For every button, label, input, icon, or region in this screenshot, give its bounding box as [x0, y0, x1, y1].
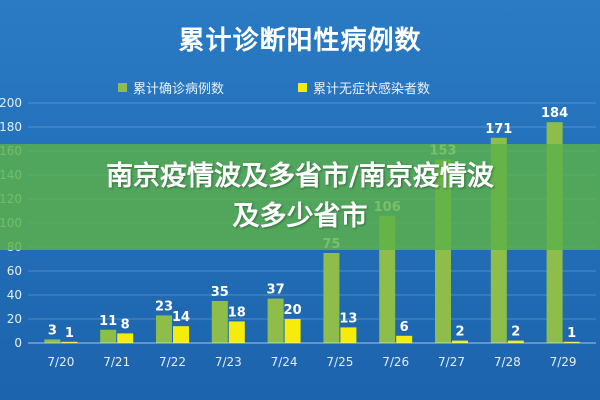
data-label-asymptomatic: 6 — [400, 320, 409, 335]
legend-item-asymptomatic: 累计无症状感染者数 — [298, 78, 430, 97]
bar-asymptomatic — [507, 340, 524, 343]
x-tick-label: 7/26 — [382, 355, 409, 369]
data-label-asymptomatic: 2 — [511, 325, 520, 340]
data-label-confirmed: 35 — [211, 285, 229, 300]
data-label-asymptomatic: 20 — [284, 303, 302, 318]
x-tick-label: 7/27 — [438, 355, 465, 369]
bar-confirmed — [44, 339, 61, 343]
overlay-banner: 南京疫情波及多省市/南京疫情波 及多少省市 — [0, 144, 600, 250]
y-tick-label: 0 — [14, 336, 22, 350]
data-label-asymptomatic: 2 — [455, 325, 464, 340]
bar-asymptomatic — [228, 321, 245, 343]
x-tick-label: 7/25 — [326, 355, 353, 369]
bar-confirmed — [323, 253, 340, 343]
bar-asymptomatic — [563, 341, 580, 343]
data-label-asymptomatic: 1 — [65, 326, 74, 341]
bar-confirmed — [267, 298, 284, 343]
x-tick-label: 7/20 — [47, 355, 74, 369]
legend-swatch-asymptomatic — [298, 83, 307, 92]
data-label-confirmed: 184 — [541, 106, 568, 121]
data-label-confirmed: 171 — [485, 122, 512, 137]
data-label-confirmed: 23 — [155, 299, 173, 314]
data-label-asymptomatic: 18 — [228, 305, 246, 320]
bar-asymptomatic — [340, 327, 357, 343]
bar-asymptomatic — [61, 341, 78, 343]
bar-asymptomatic — [284, 319, 301, 343]
banner-line-1: 南京疫情波及多省市/南京疫情波 — [106, 161, 494, 192]
bar-asymptomatic — [117, 333, 134, 343]
data-label-confirmed: 3 — [48, 323, 57, 338]
data-label-asymptomatic: 13 — [339, 311, 357, 326]
y-tick-label: 20 — [7, 312, 22, 326]
bar-asymptomatic — [452, 340, 468, 343]
data-label-confirmed: 37 — [267, 283, 285, 298]
x-tick-label: 7/29 — [550, 355, 577, 369]
bar-confirmed — [100, 329, 117, 343]
bar-asymptomatic — [396, 335, 413, 343]
x-tick-label: 7/28 — [494, 355, 521, 369]
chart-title: 累计诊断阳性病例数 — [178, 26, 422, 56]
data-label-asymptomatic: 14 — [172, 310, 190, 325]
legend-item-confirmed: 累计确诊病例数 — [118, 78, 224, 97]
x-tick-label: 7/21 — [103, 355, 130, 369]
bar-confirmed — [156, 315, 172, 343]
bar-confirmed — [211, 301, 228, 343]
data-label-asymptomatic: 1 — [567, 326, 576, 341]
bar-asymptomatic — [173, 326, 189, 343]
legend: 累计确诊病例数 累计无症状感染者数 — [0, 78, 600, 100]
data-label-asymptomatic: 8 — [121, 317, 130, 332]
legend-label-confirmed: 累计确诊病例数 — [133, 82, 225, 97]
y-tick-label: 200 — [0, 96, 22, 110]
x-tick-label: 7/24 — [271, 355, 298, 369]
y-tick-label: 40 — [7, 288, 22, 302]
legend-swatch-confirmed — [118, 83, 127, 92]
x-tick-label: 7/23 — [215, 355, 242, 369]
y-tick-label: 60 — [7, 264, 22, 278]
data-label-confirmed: 11 — [99, 314, 117, 329]
x-tick-label: 7/22 — [159, 355, 186, 369]
banner-line-2: 及多少省市 — [232, 201, 368, 232]
y-tick-label: 180 — [0, 120, 22, 134]
legend-label-asymptomatic: 累计无症状感染者数 — [313, 82, 431, 97]
